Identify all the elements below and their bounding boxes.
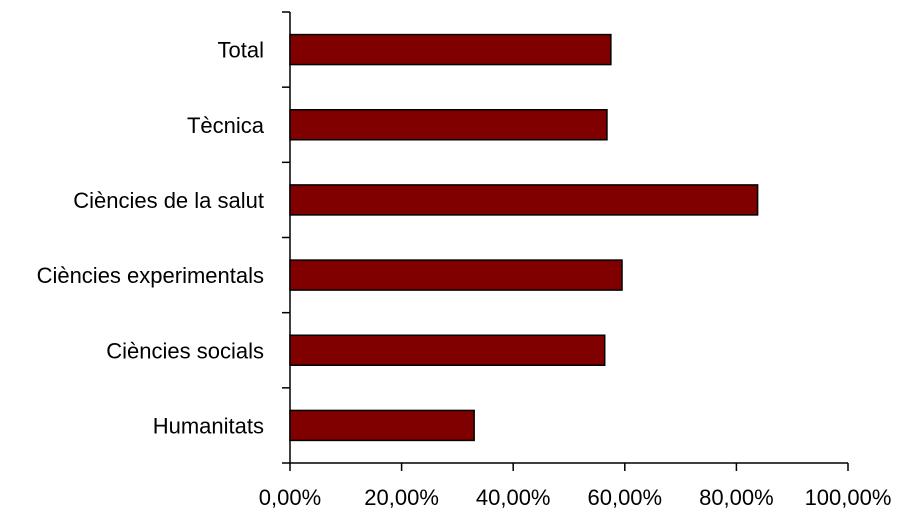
bars-group bbox=[289, 33, 759, 442]
category-label: Total bbox=[218, 38, 264, 63]
value-tick-label: 80,00% bbox=[699, 485, 774, 510]
bar bbox=[289, 409, 475, 442]
bar bbox=[289, 33, 612, 66]
category-label: Ciències de la salut bbox=[73, 188, 264, 213]
value-tick-label: 0,00% bbox=[259, 485, 321, 510]
bar bbox=[289, 109, 608, 141]
category-label: Humanitats bbox=[153, 413, 264, 438]
category-labels: Total Tècnica Ciències de la salut Ciències… bbox=[37, 38, 265, 439]
value-tick-label: 60,00% bbox=[587, 485, 662, 510]
value-axis: 0,00% 20,00% 40,00% 60,00% 80,00% 100,00% bbox=[259, 462, 892, 510]
bar bbox=[289, 259, 623, 291]
bar bbox=[289, 334, 606, 366]
value-tick-label: 20,00% bbox=[364, 485, 439, 510]
category-label: Ciències experimentals bbox=[37, 263, 264, 288]
bar bbox=[289, 184, 759, 216]
value-tick-label: 40,00% bbox=[476, 485, 551, 510]
category-axis bbox=[282, 11, 291, 464]
value-tick-label: 100,00% bbox=[805, 485, 892, 510]
category-label: Tècnica bbox=[187, 113, 265, 138]
category-label: Ciències socials bbox=[106, 338, 264, 363]
